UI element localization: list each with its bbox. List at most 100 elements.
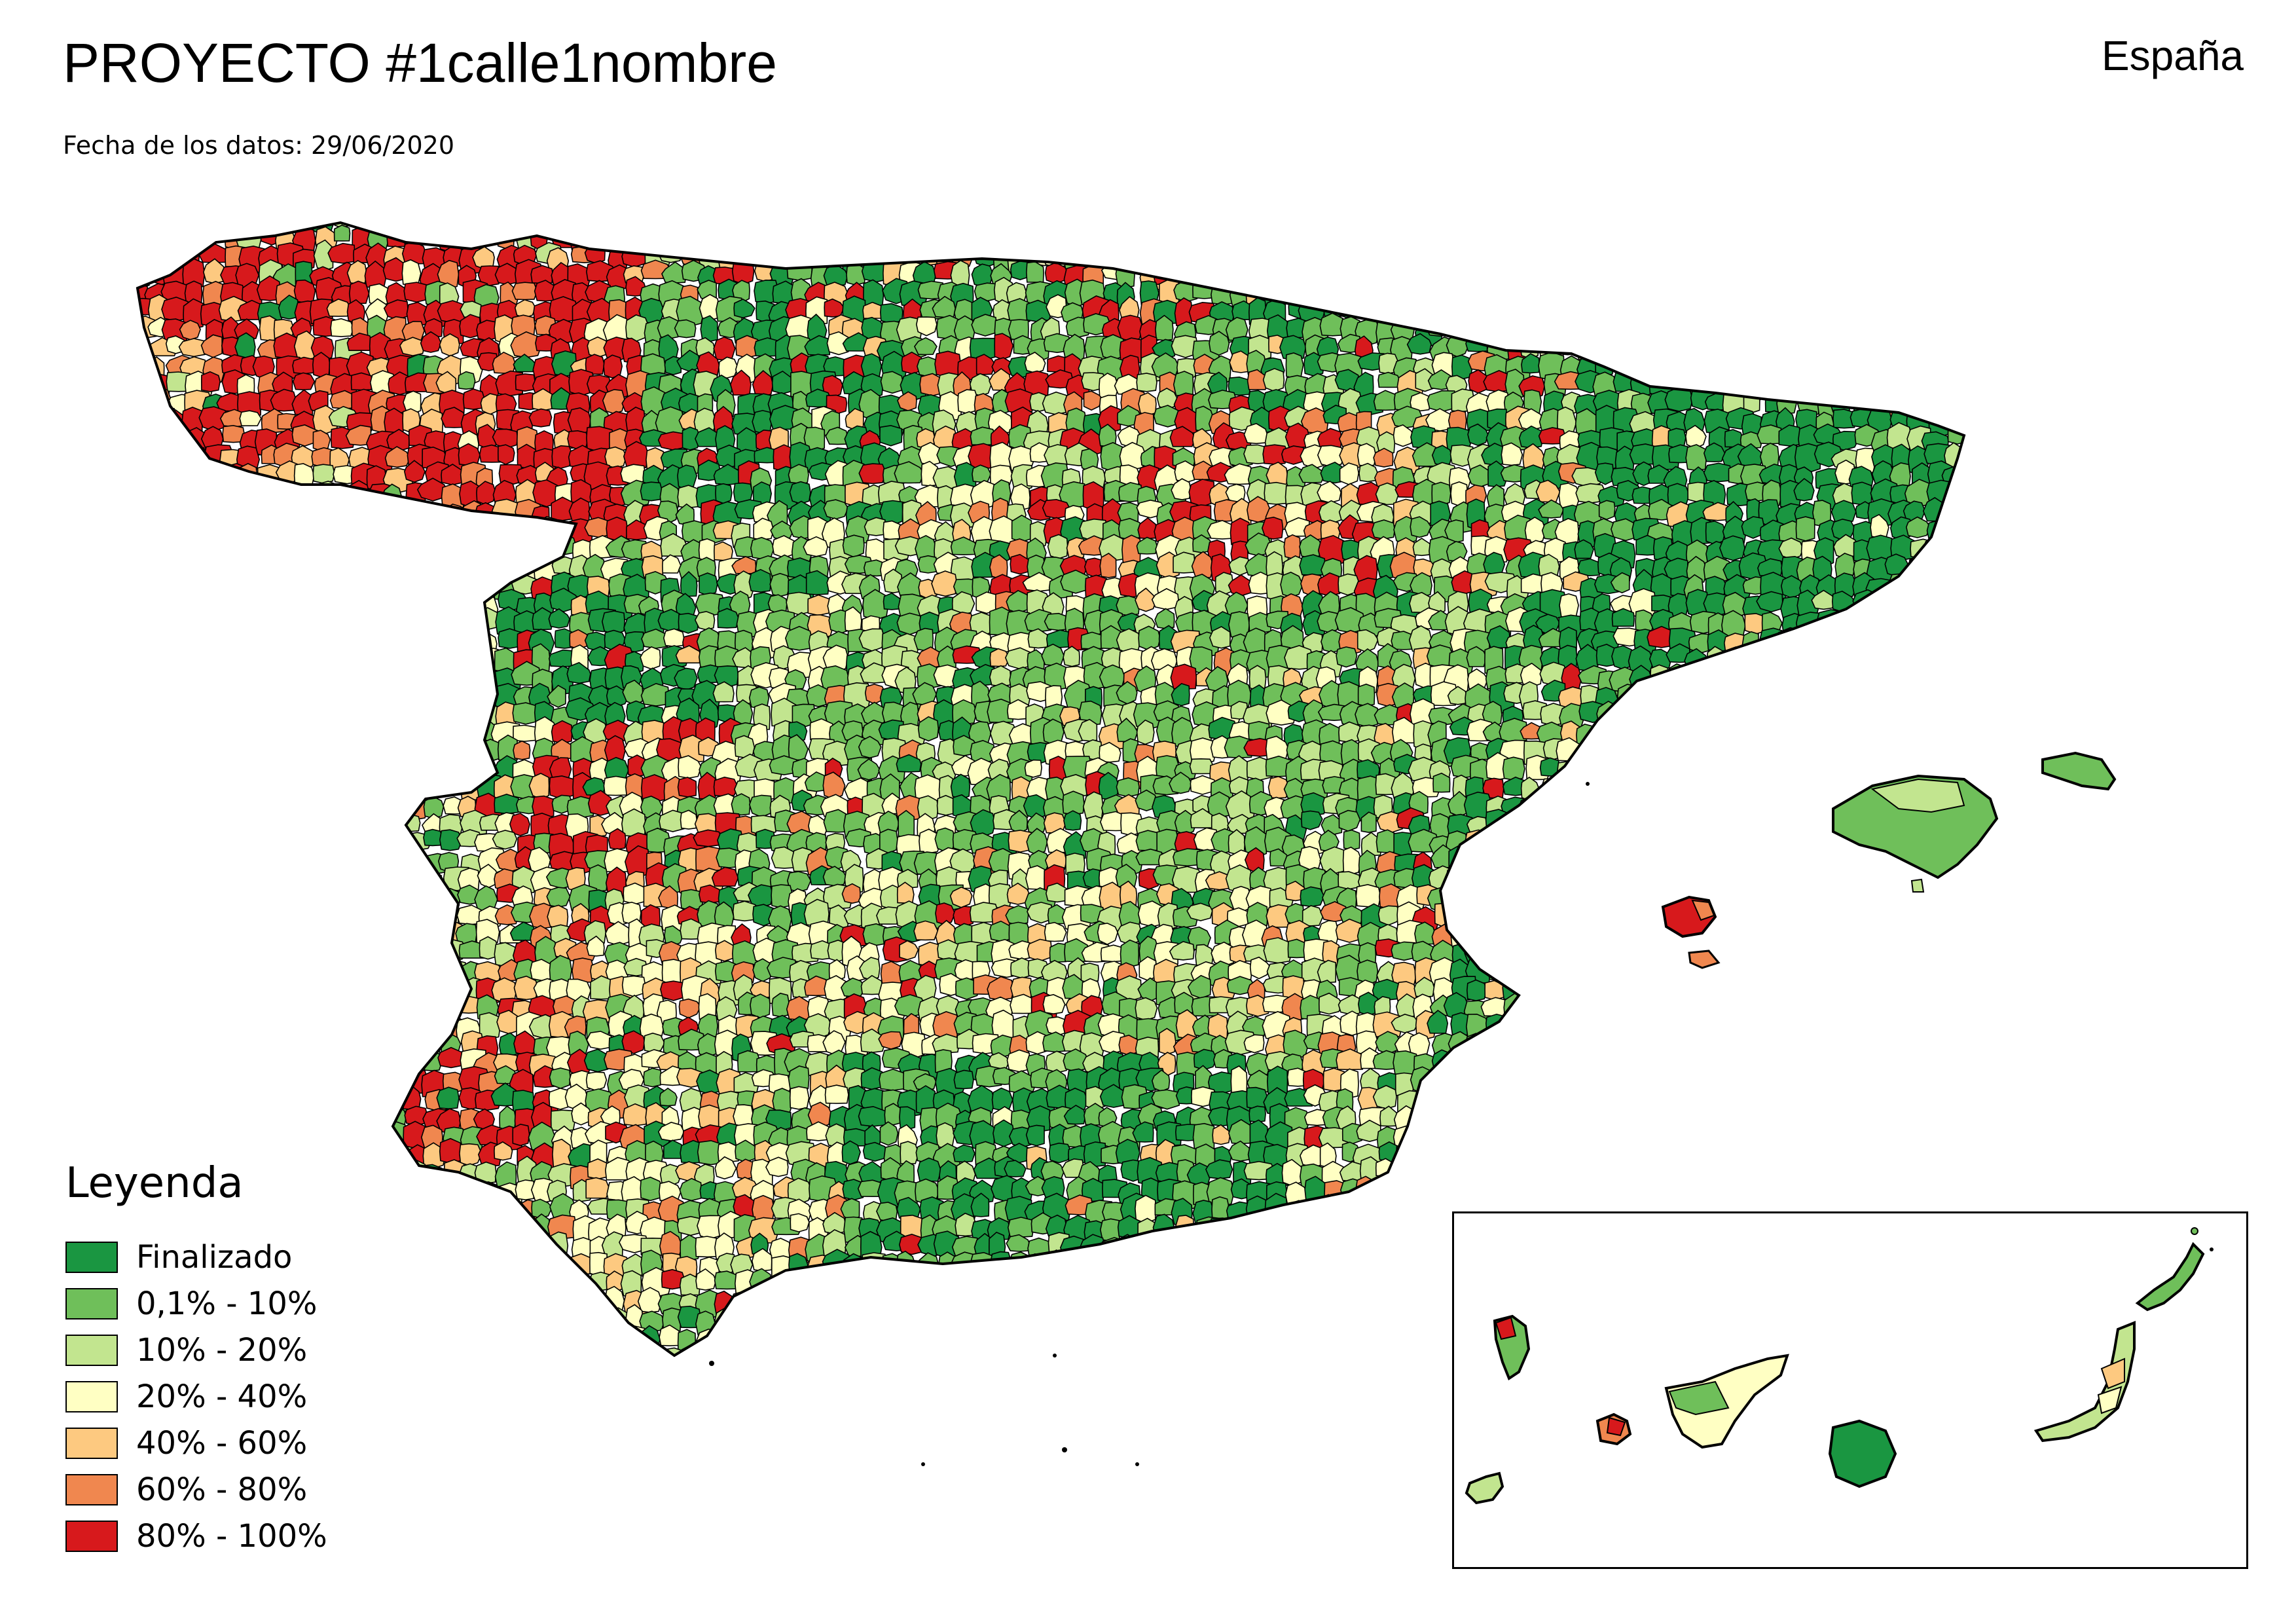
municipality-region bbox=[350, 502, 369, 532]
municipality-region bbox=[1631, 1088, 1655, 1110]
municipality-region bbox=[1834, 1051, 1863, 1075]
municipality-region bbox=[1926, 479, 1956, 503]
municipality-region bbox=[333, 737, 353, 768]
municipality-region bbox=[137, 1012, 153, 1036]
municipality-region bbox=[1744, 921, 1771, 950]
municipality-region bbox=[382, 868, 410, 891]
municipality-region bbox=[1575, 1069, 1603, 1094]
municipality-region bbox=[935, 223, 964, 225]
municipality-region bbox=[365, 1014, 388, 1037]
municipality-region bbox=[1591, 811, 1623, 840]
municipality-region bbox=[1526, 282, 1544, 306]
municipality-region bbox=[365, 719, 397, 747]
municipality-region bbox=[1686, 1033, 1707, 1056]
municipality-region bbox=[1427, 299, 1453, 324]
municipality-region bbox=[165, 997, 189, 1019]
municipality-region bbox=[1797, 812, 1819, 842]
municipality-region bbox=[769, 572, 791, 597]
municipality-region bbox=[255, 834, 282, 853]
municipality-region bbox=[1706, 335, 1732, 367]
municipality-region bbox=[1813, 961, 1841, 989]
municipality-region bbox=[235, 756, 257, 786]
municipality-region bbox=[1963, 593, 1964, 615]
municipality-region bbox=[1742, 644, 1765, 668]
municipality-region bbox=[1889, 705, 1922, 729]
municipality-region bbox=[165, 631, 185, 657]
municipality-region bbox=[1868, 739, 1895, 763]
municipality-region bbox=[608, 226, 635, 254]
municipality-region bbox=[674, 225, 703, 253]
municipality-region bbox=[1745, 902, 1774, 927]
municipality-region bbox=[589, 223, 610, 249]
municipality-region bbox=[1762, 1013, 1782, 1042]
municipality-region bbox=[1560, 225, 1586, 251]
municipality-region bbox=[346, 703, 377, 728]
municipality-region bbox=[234, 318, 259, 341]
municipality-region bbox=[168, 980, 192, 1002]
municipality-region bbox=[1721, 1067, 1750, 1096]
municipality-region bbox=[1651, 883, 1677, 901]
municipality-region bbox=[1961, 924, 1964, 948]
municipality-region bbox=[382, 994, 402, 1026]
municipality-region bbox=[460, 670, 487, 691]
municipality-region bbox=[1849, 699, 1870, 726]
municipality-region bbox=[1939, 612, 1964, 632]
municipality-region bbox=[405, 882, 429, 910]
municipality-region bbox=[1757, 225, 1779, 252]
municipality-region bbox=[1963, 461, 1964, 485]
municipality-region bbox=[1632, 1029, 1656, 1056]
municipality-region bbox=[1718, 756, 1746, 781]
municipality-region bbox=[1685, 774, 1710, 802]
municipality-region bbox=[1593, 867, 1617, 890]
municipality-region bbox=[382, 570, 409, 594]
municipality-region bbox=[1670, 738, 1694, 761]
municipality-region bbox=[1760, 996, 1781, 1018]
municipality-region bbox=[1760, 920, 1791, 942]
municipality-region bbox=[1336, 646, 1358, 668]
municipality-region bbox=[1503, 223, 1531, 229]
municipality-region bbox=[1813, 282, 1837, 310]
municipality-region bbox=[239, 794, 264, 819]
municipality-region bbox=[346, 868, 371, 897]
municipality-region bbox=[365, 611, 384, 637]
municipality-region bbox=[238, 957, 259, 978]
municipality-region bbox=[1591, 901, 1616, 925]
municipality-region bbox=[1337, 227, 1364, 253]
municipality-region bbox=[1961, 536, 1964, 557]
municipality-region bbox=[1538, 301, 1567, 327]
municipality-region bbox=[1926, 1055, 1951, 1079]
municipality-region bbox=[1631, 994, 1650, 1018]
municipality-region bbox=[789, 1086, 810, 1110]
municipality-region bbox=[459, 521, 478, 551]
municipality-region bbox=[1832, 1072, 1862, 1093]
municipality-region bbox=[1813, 296, 1832, 321]
municipality-region bbox=[312, 430, 331, 452]
municipality-region bbox=[184, 870, 215, 893]
municipality-region bbox=[1525, 314, 1547, 337]
municipality-region bbox=[1519, 795, 1544, 818]
municipality-region bbox=[1722, 316, 1741, 343]
municipality-region bbox=[202, 864, 224, 885]
municipality-region bbox=[256, 587, 277, 612]
municipality-region bbox=[1868, 664, 1897, 692]
municipality-region bbox=[1579, 991, 1608, 1012]
municipality-region bbox=[350, 631, 376, 649]
municipality-region bbox=[418, 574, 441, 600]
municipality-region bbox=[350, 559, 379, 587]
municipality-region bbox=[1779, 223, 1804, 227]
municipality-region bbox=[1703, 1086, 1736, 1107]
municipality-region bbox=[1740, 244, 1766, 274]
municipality-region bbox=[346, 259, 367, 285]
municipality-region bbox=[1928, 315, 1954, 339]
municipality-region bbox=[215, 667, 242, 689]
municipality-region bbox=[185, 463, 206, 490]
municipality-region bbox=[1958, 1071, 1964, 1095]
municipality-region bbox=[1083, 390, 1104, 411]
municipality-region bbox=[1946, 575, 1964, 605]
municipality-region bbox=[296, 974, 316, 1000]
municipality-region bbox=[915, 316, 938, 337]
municipality-region bbox=[278, 667, 303, 694]
municipality-region bbox=[1484, 830, 1512, 850]
municipality-region bbox=[1740, 724, 1768, 743]
municipality-region bbox=[293, 1068, 318, 1092]
